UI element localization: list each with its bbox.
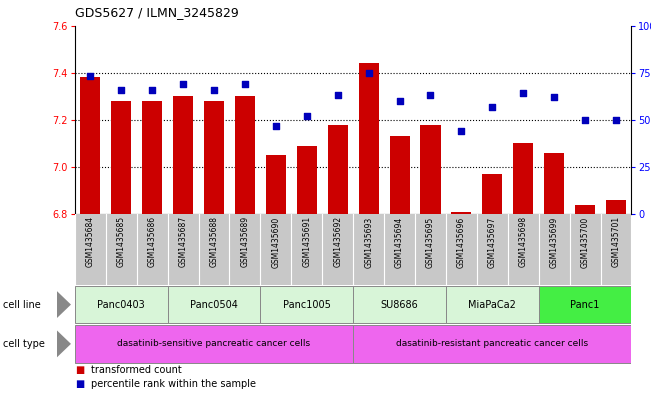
Point [271, 122, 281, 129]
Bar [173, 96, 193, 214]
Text: percentile rank within the sample: percentile rank within the sample [91, 379, 256, 389]
Text: GSM1435685: GSM1435685 [117, 216, 126, 267]
Point [209, 86, 219, 93]
Text: Panc0403: Panc0403 [98, 299, 145, 310]
Bar [606, 200, 626, 214]
Text: GSM1435692: GSM1435692 [333, 216, 342, 267]
Text: GSM1435684: GSM1435684 [86, 216, 95, 267]
Text: cell line: cell line [3, 299, 41, 310]
Bar [111, 101, 132, 214]
Point [425, 92, 436, 99]
Bar [575, 205, 595, 214]
Bar [353, 325, 631, 363]
Bar [482, 174, 503, 214]
Bar [389, 136, 409, 214]
Text: transformed count: transformed count [91, 365, 182, 375]
Point [363, 70, 374, 76]
Point [549, 94, 559, 100]
Text: ■: ■ [75, 365, 84, 375]
Text: GSM1435689: GSM1435689 [240, 216, 249, 267]
Point [395, 98, 405, 104]
Text: GSM1435696: GSM1435696 [457, 216, 466, 268]
Point [301, 113, 312, 119]
Text: GSM1435686: GSM1435686 [148, 216, 157, 267]
Text: ■: ■ [75, 379, 84, 389]
Text: GSM1435697: GSM1435697 [488, 216, 497, 268]
Text: GSM1435694: GSM1435694 [395, 216, 404, 268]
Text: GSM1435700: GSM1435700 [581, 216, 590, 268]
Bar [353, 286, 446, 323]
Text: GSM1435701: GSM1435701 [611, 216, 620, 267]
Text: GSM1435695: GSM1435695 [426, 216, 435, 268]
Point [85, 73, 96, 80]
Point [487, 103, 497, 110]
Bar [451, 212, 471, 214]
Text: Panc1005: Panc1005 [283, 299, 331, 310]
Bar [75, 325, 353, 363]
Bar [142, 101, 162, 214]
Bar [260, 286, 353, 323]
Bar [421, 125, 441, 214]
Bar [168, 286, 260, 323]
Text: GSM1435699: GSM1435699 [549, 216, 559, 268]
Bar [446, 286, 539, 323]
Bar [266, 155, 286, 214]
Text: GSM1435687: GSM1435687 [178, 216, 187, 267]
Point [178, 81, 188, 87]
Text: Panc1: Panc1 [570, 299, 600, 310]
Text: GDS5627 / ILMN_3245829: GDS5627 / ILMN_3245829 [75, 6, 239, 19]
Point [518, 90, 529, 97]
Text: GSM1435690: GSM1435690 [271, 216, 281, 268]
Bar [513, 143, 533, 214]
Bar [544, 153, 564, 214]
Text: dasatinib-resistant pancreatic cancer cells: dasatinib-resistant pancreatic cancer ce… [396, 340, 589, 348]
Point [456, 128, 467, 134]
Bar [204, 101, 224, 214]
Point [116, 86, 126, 93]
Bar [235, 96, 255, 214]
Text: GSM1435688: GSM1435688 [210, 216, 219, 267]
Bar [80, 77, 100, 214]
Text: Panc0504: Panc0504 [190, 299, 238, 310]
Point [580, 117, 590, 123]
Text: MiaPaCa2: MiaPaCa2 [468, 299, 516, 310]
Bar [539, 286, 631, 323]
Text: GSM1435698: GSM1435698 [519, 216, 528, 267]
Point [240, 81, 250, 87]
Text: GSM1435693: GSM1435693 [364, 216, 373, 268]
Polygon shape [57, 330, 71, 358]
Point [611, 117, 621, 123]
Text: GSM1435691: GSM1435691 [302, 216, 311, 267]
Bar [75, 286, 168, 323]
Point [333, 92, 343, 99]
Text: cell type: cell type [3, 339, 45, 349]
Bar [359, 63, 379, 214]
Bar [297, 146, 317, 214]
Text: SU8686: SU8686 [381, 299, 419, 310]
Polygon shape [57, 291, 71, 318]
Point [147, 86, 158, 93]
Bar [327, 125, 348, 214]
Text: dasatinib-sensitive pancreatic cancer cells: dasatinib-sensitive pancreatic cancer ce… [117, 340, 311, 348]
